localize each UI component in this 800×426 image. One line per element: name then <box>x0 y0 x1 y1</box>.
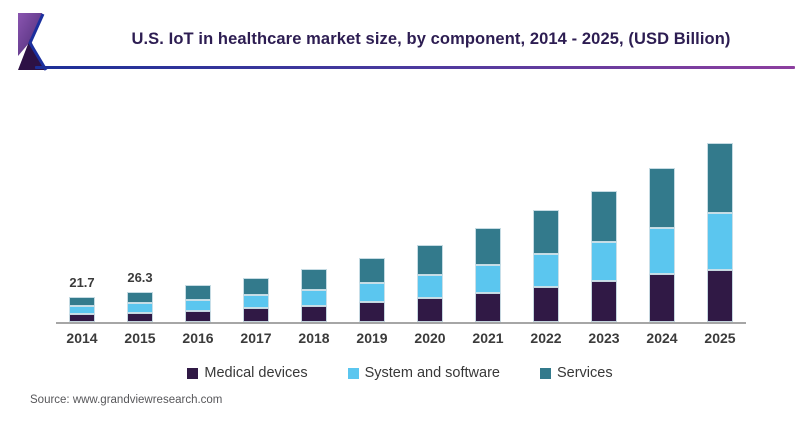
bar-segment-services <box>185 285 211 300</box>
bar-segment-services <box>301 268 327 290</box>
bar-2024 <box>649 168 675 322</box>
bar-segment-services <box>69 297 95 307</box>
x-axis-label-2025: 2025 <box>704 330 736 346</box>
bar-2017 <box>243 277 269 322</box>
legend: Medical devices System and software Serv… <box>0 365 800 381</box>
x-axis-label-2023: 2023 <box>588 330 620 346</box>
legend-label-services: Services <box>556 365 613 381</box>
bar-segment-medical-devices <box>649 274 675 322</box>
bar-segment-system-and-software <box>127 303 153 313</box>
bar-segment-services <box>127 291 153 304</box>
bar-2022 <box>533 210 559 322</box>
bar-segment-system-and-software <box>69 306 95 315</box>
bar-segment-system-and-software <box>243 294 269 309</box>
bar-segment-services <box>417 245 443 276</box>
legend-label-medical-devices: Medical devices <box>204 365 308 381</box>
legend-swatch-system-and-software <box>347 367 359 379</box>
logo-banner-shape <box>18 13 42 56</box>
bar-segment-medical-devices <box>243 308 269 322</box>
legend-item-system-and-software: System and software <box>347 365 500 381</box>
bar-total-label-2015: 26.3 <box>127 269 153 285</box>
source-attribution: Source: www.grandviewresearch.com <box>30 394 223 406</box>
bar-segment-system-and-software <box>301 289 327 306</box>
bar-segment-medical-devices <box>533 287 559 322</box>
bar-2020 <box>417 245 443 322</box>
bar-segment-system-and-software <box>359 283 385 303</box>
x-axis-label-2015: 2015 <box>124 330 156 346</box>
chart-title: U.S. IoT in healthcare market size, by c… <box>131 30 731 48</box>
x-axis-label-2018: 2018 <box>298 330 330 346</box>
legend-label-system-and-software: System and software <box>364 365 500 381</box>
bar-segment-medical-devices <box>185 310 211 322</box>
bar-segment-medical-devices <box>301 305 327 322</box>
x-axis-label-2022: 2022 <box>530 330 562 346</box>
legend-item-services: Services <box>539 365 613 381</box>
bar-2018 <box>301 268 327 322</box>
bar-segment-medical-devices <box>707 270 733 322</box>
bar-2019 <box>359 258 385 322</box>
x-axis-label-2021: 2021 <box>472 330 504 346</box>
bar-2016 <box>185 285 211 322</box>
bar-segment-services <box>359 258 385 284</box>
plot-area: 21.7 26.3 <box>56 128 746 324</box>
bar-segment-medical-devices <box>127 312 153 322</box>
bar-segment-medical-devices <box>69 314 95 322</box>
bar-segment-system-and-software <box>533 253 559 288</box>
bar-2023 <box>591 190 617 322</box>
bar-segment-services <box>591 190 617 243</box>
x-axis-label-2016: 2016 <box>182 330 214 346</box>
bar-segment-services <box>707 143 733 214</box>
x-axis-label-2020: 2020 <box>414 330 446 346</box>
x-axis-label-2019: 2019 <box>356 330 388 346</box>
legend-item-medical-devices: Medical devices <box>187 365 308 381</box>
bar-segment-system-and-software <box>707 213 733 270</box>
bar-segment-medical-devices <box>359 302 385 322</box>
x-axis-label-2024: 2024 <box>646 330 678 346</box>
bar-2025 <box>707 143 733 322</box>
grand-view-research-logo-icon <box>18 13 48 71</box>
logo-edge-line <box>28 13 48 71</box>
bar-segment-services <box>475 228 501 265</box>
bar-segment-system-and-software <box>185 299 211 311</box>
bar-segment-services <box>243 277 269 295</box>
bar-2014: 21.7 <box>69 275 95 322</box>
bar-segment-system-and-software <box>475 264 501 293</box>
header-accent-line <box>35 66 795 69</box>
bar-segment-medical-devices <box>417 298 443 322</box>
bar-2015: 26.3 <box>127 270 153 322</box>
bar-segment-system-and-software <box>649 228 675 275</box>
bar-segment-services <box>649 168 675 229</box>
bar-segment-services <box>533 210 559 254</box>
x-axis-label-2017: 2017 <box>240 330 272 346</box>
logo-triangle-shape <box>18 39 45 70</box>
legend-swatch-medical-devices <box>187 367 199 379</box>
bar-2021 <box>475 228 501 322</box>
bar-segment-system-and-software <box>591 242 617 282</box>
legend-swatch-services <box>539 367 551 379</box>
bar-segment-system-and-software <box>417 275 443 299</box>
bar-segment-medical-devices <box>475 292 501 322</box>
bar-segment-medical-devices <box>591 281 617 322</box>
bar-total-label-2014: 21.7 <box>69 275 95 291</box>
x-axis-label-2014: 2014 <box>66 330 98 346</box>
